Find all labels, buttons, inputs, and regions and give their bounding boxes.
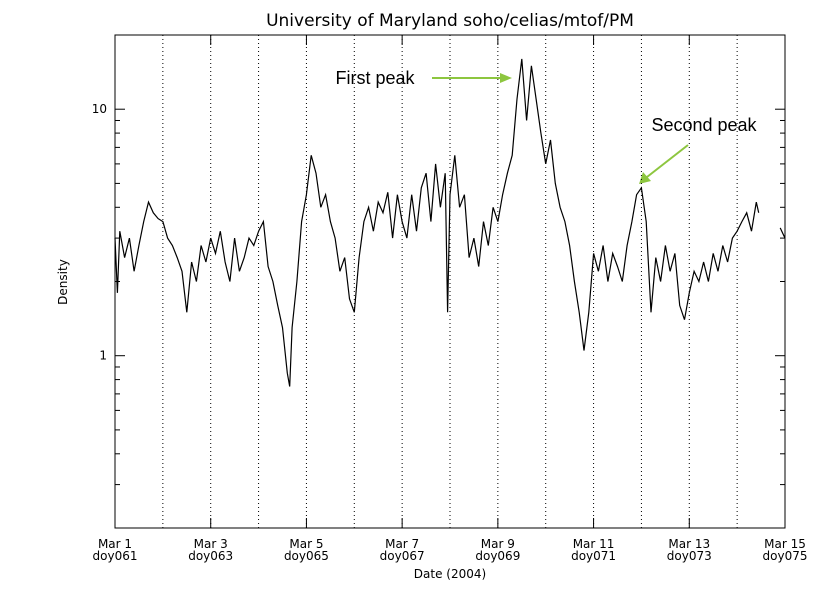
x-tick-label: Mar 3 — [194, 537, 228, 551]
x-axis-label: Date (2004) — [414, 567, 486, 581]
annotation: Second peak — [651, 115, 757, 135]
x-tick-label: doy071 — [571, 549, 616, 563]
x-tick-label: doy069 — [475, 549, 520, 563]
annotation-arrows — [432, 73, 689, 184]
y-axis-label: Density — [56, 259, 70, 305]
x-tick-label: Mar 15 — [764, 537, 806, 551]
y-tick-label: 10 — [92, 102, 107, 116]
x-tick-label: Mar 7 — [385, 537, 419, 551]
x-tick-label: doy061 — [93, 549, 138, 563]
x-tick-label: doy067 — [380, 549, 425, 563]
y-tick-label: 1 — [99, 349, 107, 363]
x-tick-label: Mar 11 — [573, 537, 615, 551]
x-tick-label: Mar 5 — [289, 537, 323, 551]
x-tick-label: Mar 13 — [668, 537, 710, 551]
arrow-head — [500, 73, 512, 83]
annotation: First peak — [335, 68, 415, 88]
chart-title: University of Maryland soho/celias/mtof/… — [266, 11, 634, 31]
x-tick-label: doy075 — [763, 549, 808, 563]
x-tick-label: doy073 — [667, 549, 712, 563]
arrow-head — [639, 172, 651, 184]
data-line — [114, 58, 786, 387]
x-tick-label: doy063 — [188, 549, 233, 563]
x-tick-label: doy065 — [284, 549, 329, 563]
arrow-shaft — [646, 144, 689, 178]
x-tick-label: Mar 1 — [98, 537, 132, 551]
x-tick-label: Mar 9 — [481, 537, 515, 551]
